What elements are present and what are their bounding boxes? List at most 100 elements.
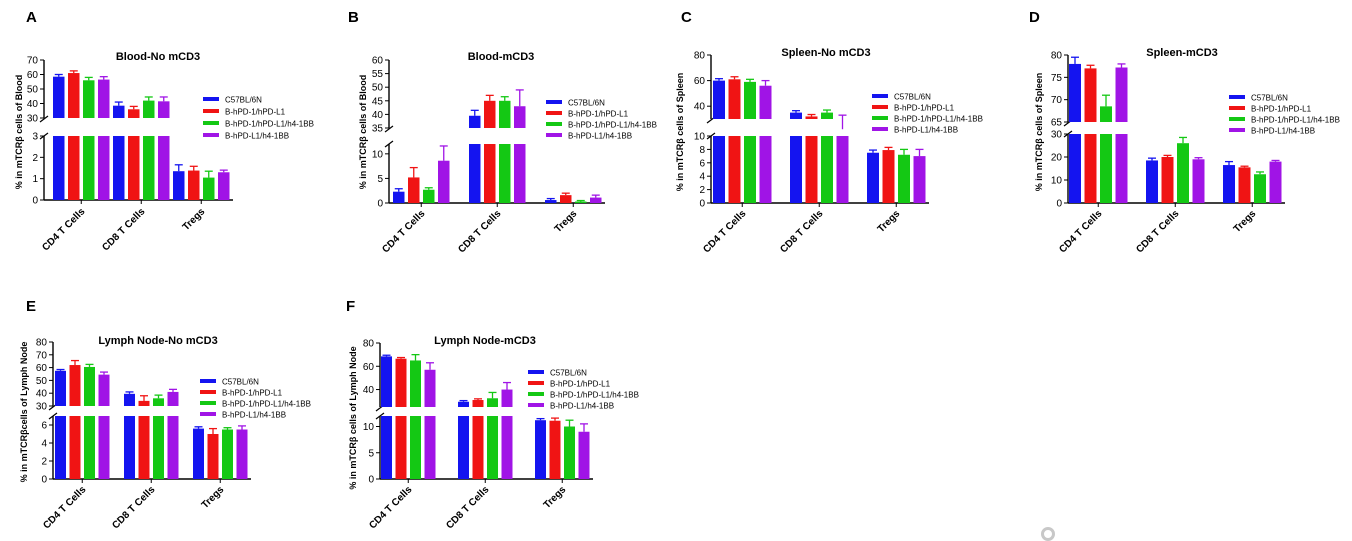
axis-break-mark bbox=[384, 125, 394, 133]
bar bbox=[501, 389, 513, 407]
y-tick-label: 10 bbox=[372, 149, 384, 160]
y-tick-label: 10 bbox=[1051, 176, 1063, 187]
bar bbox=[514, 144, 526, 203]
legend-label: B-hPD-1/hPD-L1 bbox=[894, 104, 955, 113]
legend-swatch bbox=[528, 403, 544, 407]
y-tick-label: 40 bbox=[372, 110, 384, 121]
bar bbox=[487, 398, 498, 407]
legend-swatch bbox=[546, 111, 562, 115]
bar bbox=[53, 136, 65, 200]
x-tick-label: CD4 T Cells bbox=[701, 208, 748, 255]
legend-label: B-hPD-L1/h4-1BB bbox=[894, 126, 958, 135]
chart-title: Spleen-mCD3 bbox=[1146, 47, 1218, 59]
bar bbox=[501, 416, 513, 479]
legend-label: B-hPD-1/hPD-L1/h4-1BB bbox=[894, 115, 983, 124]
bar bbox=[158, 101, 170, 118]
legend-swatch bbox=[528, 370, 544, 374]
y-tick-label: 30 bbox=[1051, 130, 1063, 141]
x-tick-label: CD8 T Cells bbox=[100, 206, 147, 253]
bar bbox=[469, 115, 481, 128]
axis-break-mark bbox=[384, 140, 394, 148]
chart-panel-b: B Blood-mCD3 35 40 45 50 55 60 0 5 10 % in mTCRβ ce… bbox=[348, 9, 657, 255]
legend-swatch bbox=[203, 97, 219, 101]
bar bbox=[158, 136, 170, 200]
bar bbox=[549, 420, 561, 479]
y-tick-label: 0 bbox=[699, 199, 705, 210]
y-axis-label: % in mTCRβcells of Lymph Node bbox=[19, 342, 29, 483]
y-tick-label: 2 bbox=[32, 153, 38, 164]
legend-swatch bbox=[200, 412, 216, 416]
bar bbox=[381, 416, 392, 479]
x-tick-label: CD8 T Cells bbox=[778, 208, 825, 255]
y-tick-label: 50 bbox=[36, 376, 48, 387]
y-tick-label: 80 bbox=[694, 51, 706, 62]
bar bbox=[84, 366, 95, 406]
bar bbox=[53, 76, 65, 118]
bar bbox=[68, 73, 80, 118]
watermark-icon bbox=[1041, 527, 1055, 541]
y-tick-label: 0 bbox=[377, 199, 383, 210]
bar bbox=[1100, 106, 1112, 122]
y-axis-label: % in mTCRβ cells of Blood bbox=[14, 75, 24, 190]
y-tick-label: 60 bbox=[363, 362, 375, 373]
x-tick-label: CD4 T Cells bbox=[367, 484, 414, 531]
y-axis-label: % in mTCRβ cells of Spleen bbox=[1034, 73, 1044, 192]
panel-letter: C bbox=[681, 9, 692, 26]
y-tick-label: 30 bbox=[36, 402, 48, 413]
legend-swatch bbox=[872, 116, 888, 120]
bar bbox=[153, 398, 164, 406]
y-tick-label: 0 bbox=[32, 196, 38, 207]
legend-label: B-hPD-L1/h4-1BB bbox=[568, 132, 632, 141]
legend-swatch bbox=[546, 133, 562, 137]
legend-label: B-hPD-L1/h4-1BB bbox=[225, 132, 289, 141]
bar bbox=[1161, 157, 1174, 203]
bar bbox=[821, 112, 833, 119]
legend-label: C57BL/6N bbox=[1251, 94, 1288, 103]
bar bbox=[759, 85, 772, 119]
bar bbox=[564, 426, 575, 479]
legend-swatch bbox=[203, 121, 219, 125]
bar bbox=[1115, 67, 1128, 122]
bar bbox=[578, 431, 590, 479]
x-tick-label: Tregs bbox=[181, 206, 208, 233]
axis-break-mark bbox=[375, 412, 385, 420]
bar bbox=[1084, 134, 1097, 203]
bar bbox=[410, 360, 421, 407]
legend-label: B-hPD-1/hPD-L1 bbox=[225, 108, 286, 117]
x-tick-label: CD4 T Cells bbox=[41, 484, 88, 531]
legend-label: B-hPD-1/hPD-L1/h4-1BB bbox=[222, 400, 311, 409]
axis-break-mark bbox=[48, 412, 58, 420]
bar bbox=[472, 416, 484, 479]
bar bbox=[124, 393, 135, 406]
bar bbox=[69, 416, 81, 479]
bar bbox=[138, 400, 150, 406]
y-tick-label: 2 bbox=[699, 185, 705, 196]
chart-panel-d: D Spleen-mCD3 65 70 75 80 0 10 20 30 % in mTCRβ ce… bbox=[1029, 9, 1340, 255]
bar bbox=[423, 189, 435, 203]
y-tick-label: 60 bbox=[372, 56, 384, 67]
bar bbox=[535, 420, 546, 479]
bar bbox=[393, 191, 405, 203]
y-tick-label: 40 bbox=[694, 102, 706, 113]
y-tick-label: 80 bbox=[363, 339, 375, 350]
bar bbox=[882, 150, 895, 203]
bar bbox=[472, 400, 484, 407]
bar bbox=[1238, 167, 1251, 203]
y-tick-label: 6 bbox=[699, 158, 705, 169]
bar bbox=[236, 429, 248, 479]
bar bbox=[113, 105, 125, 118]
x-tick-label: CD4 T Cells bbox=[40, 206, 87, 253]
bar bbox=[1084, 68, 1097, 122]
bar bbox=[124, 416, 135, 479]
y-tick-label: 80 bbox=[1051, 51, 1063, 62]
bar bbox=[98, 416, 110, 479]
legend-label: B-hPD-L1/h4-1BB bbox=[222, 411, 286, 420]
x-tick-label: CD4 T Cells bbox=[1057, 208, 1104, 255]
x-tick-label: Tregs bbox=[1232, 208, 1259, 235]
y-tick-label: 40 bbox=[36, 389, 48, 400]
bar bbox=[898, 154, 910, 203]
y-tick-label: 60 bbox=[36, 363, 48, 374]
bar bbox=[128, 109, 140, 118]
bar bbox=[744, 136, 756, 203]
bar bbox=[514, 106, 526, 128]
